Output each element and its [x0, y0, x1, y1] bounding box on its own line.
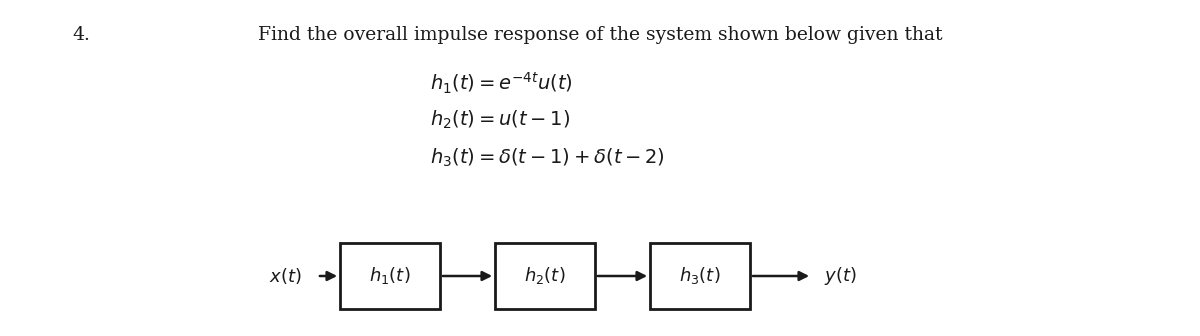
Text: $h_3(t) = \delta(t-1) + \delta(t-2)$: $h_3(t) = \delta(t-1) + \delta(t-2)$ — [430, 147, 665, 169]
Text: $x(t)$: $x(t)$ — [269, 266, 301, 286]
Text: $h_3(t)$: $h_3(t)$ — [679, 265, 721, 287]
Text: $h_1(t)$: $h_1(t)$ — [370, 265, 410, 287]
Text: $h_2(t) = u(t-1)$: $h_2(t) = u(t-1)$ — [430, 109, 570, 131]
Text: $h_1(t) = e^{-4t}u(t)$: $h_1(t) = e^{-4t}u(t)$ — [430, 71, 572, 96]
Text: Find the overall impulse response of the system shown below given that: Find the overall impulse response of the… — [258, 26, 942, 44]
Bar — [496, 243, 595, 309]
Bar — [340, 243, 440, 309]
Text: 4.: 4. — [72, 26, 90, 44]
Text: $y(t)$: $y(t)$ — [823, 265, 857, 287]
Bar — [650, 243, 750, 309]
Text: $h_2(t)$: $h_2(t)$ — [524, 265, 565, 287]
